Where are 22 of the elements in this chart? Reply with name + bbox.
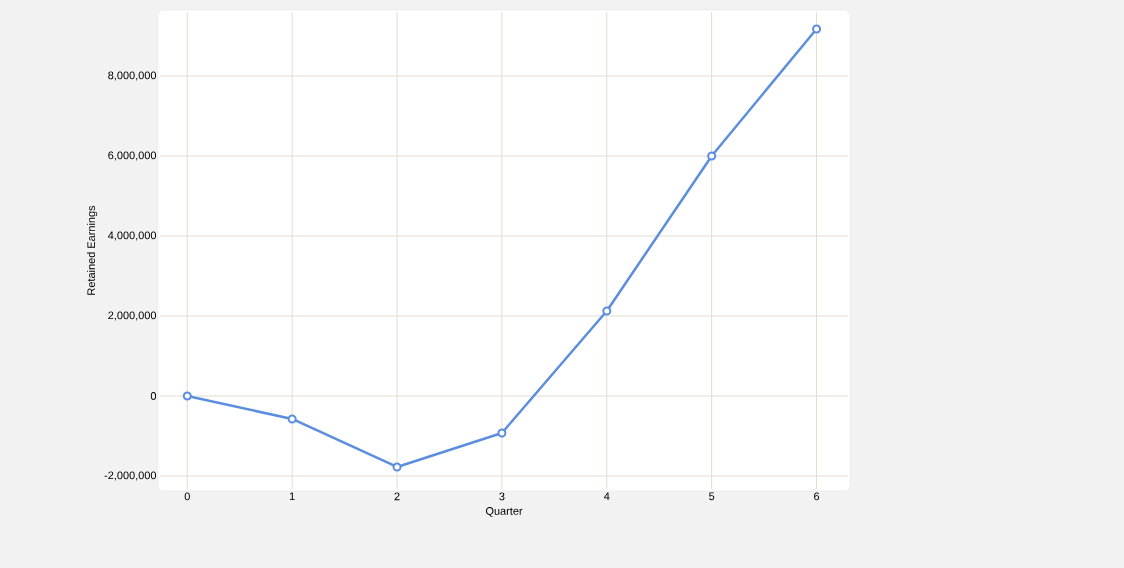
point: [287, 414, 297, 424]
y-tick-label: 6,000,000: [108, 151, 157, 161]
point: [602, 306, 612, 316]
y-tick-label: 2,000,000: [108, 311, 157, 321]
x-tick-label: 5: [709, 492, 715, 501]
y-tick-label: -2,000,000: [104, 471, 157, 481]
y-axis-title: Retained Earnings: [87, 205, 98, 295]
point: [707, 151, 717, 161]
x-tick-label: 3: [499, 492, 505, 501]
x-tick-label: 0: [184, 492, 190, 501]
x-tick-label: 1: [289, 492, 295, 501]
point: [812, 24, 822, 34]
x-axis-title: Quarter: [485, 507, 523, 517]
point: [497, 428, 507, 438]
point: [392, 462, 402, 472]
y-tick-label: 8,000,000: [108, 71, 157, 81]
x-tick-label: 6: [814, 492, 820, 501]
point: [182, 391, 192, 401]
y-tick-label: 4,000,000: [107, 231, 157, 241]
x-tick-label: 4: [604, 492, 610, 501]
x-tick-label: 2: [394, 492, 400, 501]
y-tick-label: 0: [150, 392, 157, 400]
